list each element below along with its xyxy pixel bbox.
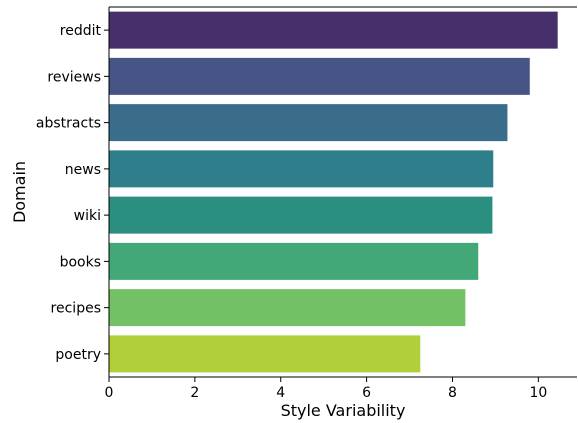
y-tick-label-news: news: [65, 162, 101, 178]
x-tick-label: 4: [276, 385, 285, 401]
x-tick-label: 8: [448, 385, 457, 401]
x-tick-label: 2: [190, 385, 199, 401]
y-tick-label-wiki: wiki: [74, 208, 101, 224]
x-axis-label: Style Variability: [281, 401, 406, 420]
x-tick-label: 0: [105, 385, 114, 401]
bar-poetry: [109, 335, 421, 373]
y-axis-ticks: reddit reviews abstracts news wiki books recip…: [36, 23, 109, 363]
x-tick-label: 10: [529, 385, 547, 401]
bar-recipes: [109, 289, 466, 327]
bar-wiki: [109, 196, 493, 234]
bar-news: [109, 150, 494, 188]
bar-abstracts: [109, 104, 508, 142]
bar-reddit: [109, 11, 558, 49]
x-tick-label: 6: [362, 385, 371, 401]
y-tick-label-reviews: reviews: [47, 69, 101, 85]
y-axis-label: Domain: [10, 161, 29, 223]
y-tick-label-reddit: reddit: [60, 23, 102, 39]
bars: [109, 11, 558, 373]
bar-reviews: [109, 57, 530, 95]
y-tick-label-poetry: poetry: [55, 347, 101, 363]
x-axis-ticks: 0 2 4 6 8 10: [105, 377, 547, 401]
bar-books: [109, 242, 479, 280]
y-tick-label-recipes: recipes: [51, 301, 101, 317]
y-tick-label-abstracts: abstracts: [36, 116, 101, 132]
y-tick-label-books: books: [60, 254, 101, 270]
